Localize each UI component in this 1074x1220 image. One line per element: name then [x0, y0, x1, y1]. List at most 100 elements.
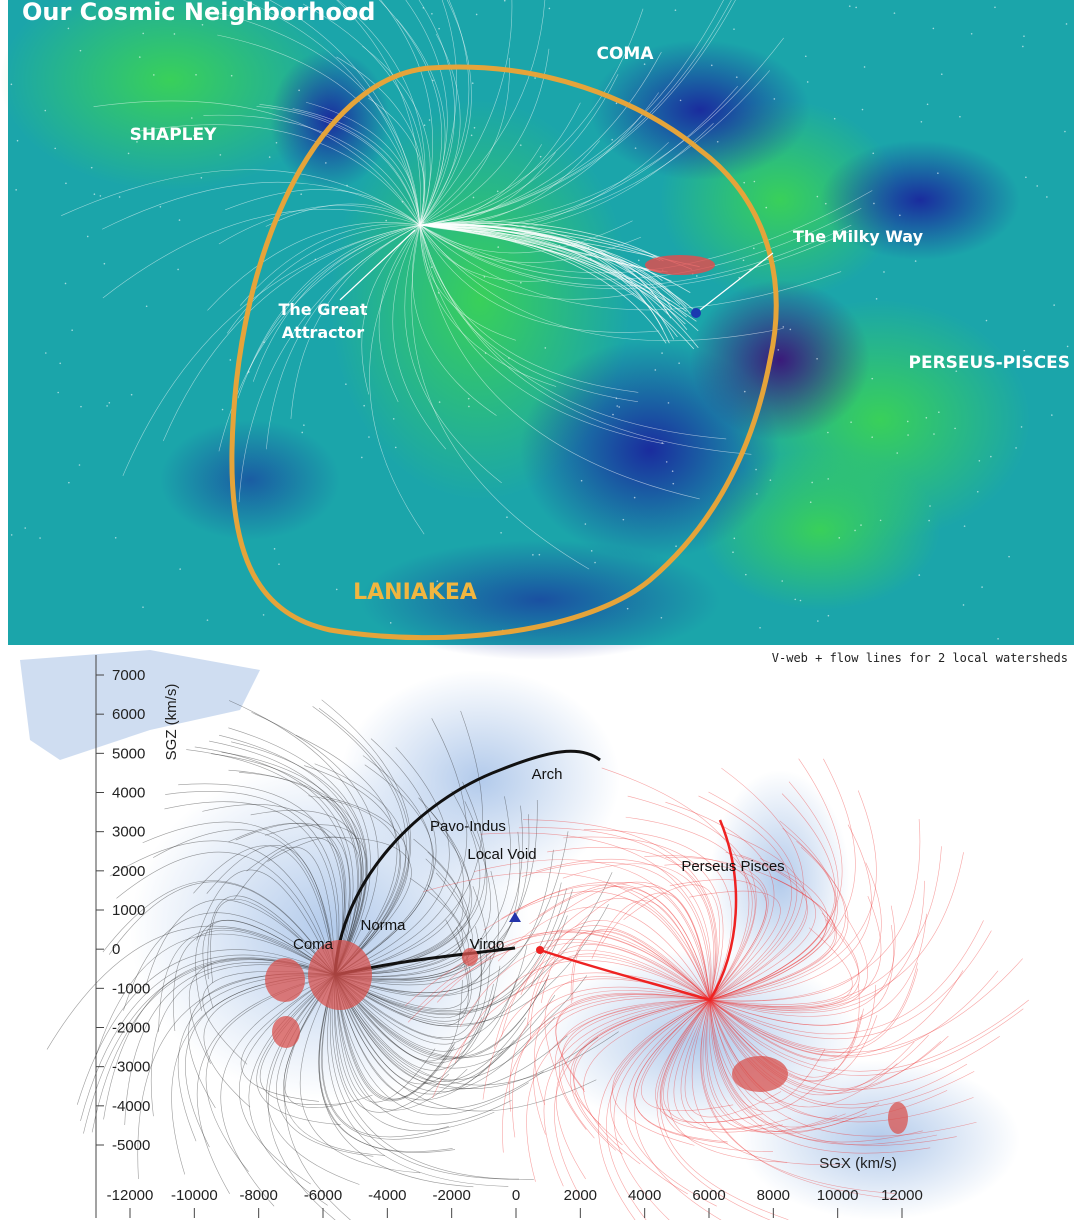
flow-line: [246, 224, 421, 375]
flow-line: [267, 836, 361, 976]
flow-line: [256, 974, 341, 1125]
flow-line: [94, 933, 336, 1059]
galaxy-dot: [145, 305, 148, 308]
galaxy-dot: [473, 126, 476, 129]
flow-line: [554, 999, 711, 1199]
flow-line: [572, 999, 711, 1146]
flow-line: [165, 791, 340, 976]
flow-line: [419, 224, 699, 332]
galaxy-dot: [873, 202, 875, 205]
flow-line: [709, 999, 968, 1105]
flow-line: [709, 999, 949, 1091]
flow-line: [334, 974, 494, 1064]
galaxy-dot: [580, 479, 583, 482]
flow-line: [709, 999, 957, 1146]
flow-line: [709, 840, 846, 1001]
galaxy-dot: [219, 154, 222, 156]
flow-line: [561, 999, 711, 1126]
galaxy-dot: [268, 156, 271, 158]
galaxy-dot: [875, 298, 878, 300]
flow-line: [419, 224, 699, 349]
annotation: Perseus Pisces: [681, 858, 784, 875]
galaxy-dot: [861, 108, 864, 111]
flow-line: [709, 846, 849, 1001]
flow-line: [334, 889, 573, 1016]
flow-line: [480, 832, 711, 1001]
flow-line: [644, 855, 756, 1001]
main-filament: [333, 749, 601, 976]
flow-line: [673, 999, 783, 1133]
flow-line: [122, 224, 421, 477]
galaxy-dot: [539, 155, 542, 158]
galaxy-dot: [955, 370, 958, 372]
flow-line: [334, 974, 568, 1090]
flow-line: [419, 224, 784, 342]
flow-line: [334, 974, 450, 1113]
galaxy-dot: [782, 326, 785, 328]
flow-line: [334, 814, 530, 983]
flow-line: [529, 953, 711, 1039]
galaxy-dot: [906, 420, 909, 423]
flow-line: [334, 974, 597, 1112]
pointer-line: [699, 252, 774, 311]
galaxy-dot: [838, 537, 841, 539]
flow-line: [691, 999, 844, 1165]
galaxy-dot: [99, 195, 102, 197]
galaxy-dot: [959, 115, 961, 118]
flow-line: [295, 734, 398, 976]
flow-line: [239, 974, 336, 1185]
galaxy-dot: [1025, 176, 1027, 179]
galaxy-dot: [589, 257, 592, 260]
galaxy-dot: [773, 98, 776, 100]
flow-line: [709, 820, 836, 1001]
galaxy-dot: [753, 247, 755, 250]
galaxy-dot: [177, 268, 179, 271]
flow-line: [109, 840, 336, 976]
x-tick-label: -10000: [171, 1187, 218, 1204]
flow-lines: [46, 699, 1029, 1220]
flow-line: [334, 974, 556, 1081]
galaxy-dot: [275, 141, 278, 144]
flow-line: [709, 999, 929, 1091]
galaxy-dot: [54, 147, 56, 150]
flow-line: [268, 974, 336, 1220]
galaxy-dot: [806, 81, 809, 83]
flow-line: [225, 189, 421, 226]
galaxy-dot: [221, 408, 224, 411]
y-tick-label: 2000: [112, 863, 145, 880]
galaxy-dot: [848, 5, 851, 7]
galaxy-dot: [914, 260, 917, 262]
flow-line: [534, 990, 711, 1105]
flow-line: [327, 837, 412, 976]
flow-line: [334, 974, 544, 1109]
galaxy-dot: [732, 551, 734, 553]
flow-line: [380, 0, 433, 226]
flow-line: [708, 791, 798, 1001]
flow-line: [591, 900, 711, 1001]
flow-line: [664, 863, 767, 1001]
flow-line: [209, 740, 359, 976]
flow-line: [334, 974, 463, 1062]
galaxy-dot: [483, 275, 486, 278]
flow-line: [419, 224, 700, 500]
galaxy-dot: [855, 6, 857, 9]
galaxy-dot: [437, 291, 440, 294]
galaxy-dot: [962, 604, 965, 606]
flow-line: [659, 999, 789, 1220]
galaxy-dot: [612, 413, 614, 416]
galaxy-dot: [816, 357, 818, 360]
galaxy-dot: [667, 402, 670, 404]
flow-line: [419, 224, 665, 445]
galaxy-dot: [932, 27, 935, 30]
density-peak: [645, 255, 715, 275]
flow-line: [334, 974, 468, 1111]
flow-line: [709, 930, 992, 1039]
flow-line: [419, 224, 660, 333]
flow-line: [665, 856, 769, 1001]
flow-line: [709, 880, 925, 1013]
galaxy-dot: [871, 377, 874, 380]
flow-line: [709, 999, 977, 1137]
galaxy-dot: [106, 405, 108, 407]
galaxy-dot: [195, 73, 197, 76]
flow-line: [625, 816, 753, 1001]
